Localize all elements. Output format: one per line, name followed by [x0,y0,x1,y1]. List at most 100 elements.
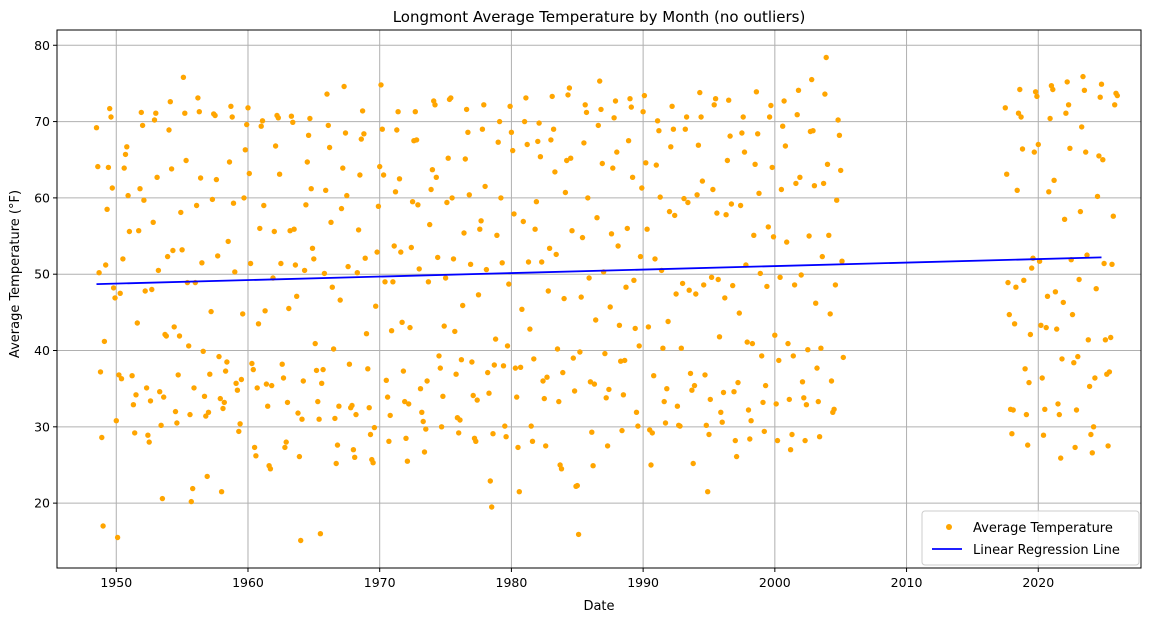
scatter-point [171,324,177,330]
scatter-point [1051,177,1057,183]
scatter-point [765,224,771,230]
scatter-point [467,261,474,267]
scatter-point [579,234,586,241]
scatter-point [641,92,648,99]
scatter-point [298,537,304,544]
scatter-point [716,334,723,340]
scatter-point [460,302,466,309]
scatter-point [394,127,400,133]
scatter-point [749,340,756,347]
scatter-point [801,395,807,401]
scatter-point [786,396,792,403]
scatter-point [832,282,839,288]
scatter-point [595,122,601,129]
scatter-point [470,392,476,399]
scatter-point [319,380,325,386]
scatter-point [665,318,671,325]
scatter-point [1025,442,1031,448]
scatter-point [1061,216,1068,222]
scatter-point [705,489,711,495]
scatter-point [342,130,349,136]
scatter-point [1006,311,1012,318]
scatter-point [449,195,455,201]
scatter-point [492,336,499,342]
regression-line [96,256,1102,285]
scatter-point [520,218,526,225]
scatter-point [586,275,592,281]
scatter-point [175,372,181,378]
x-tick-label: 2020 [1022,575,1054,590]
scatter-point [498,195,504,201]
scatter-point [427,221,433,228]
scatter-point [465,129,471,135]
scatter-point [110,285,117,291]
scatter-point [778,186,785,193]
scatter-point [267,466,274,472]
scatter-point [759,353,765,359]
scatter-point [259,118,266,124]
scatter-point [740,114,746,120]
scatter-point [233,380,239,386]
scatter-point [448,95,454,101]
scatter-point [593,317,599,323]
scatter-point [346,361,353,367]
scatter-point [834,197,840,203]
scatter-point [739,130,745,136]
scatter-point [334,442,341,448]
scatter-point [275,115,281,121]
scatter-point [627,96,633,102]
scatter-point [193,202,200,209]
scatter-point [795,87,802,94]
scatter-point [760,399,766,406]
scatter-point [710,186,716,193]
scatter-point [662,420,669,426]
scatter-point [1060,299,1067,306]
scatter-point [736,310,742,316]
regression-line-layer [96,256,1102,285]
scatter-point [457,417,463,423]
y-tick-label: 60 [34,190,50,205]
scatter-point [635,423,641,429]
scatter-point [325,122,331,129]
scatter-point [406,401,412,407]
scatter-point [695,142,702,148]
scatter-point [1050,86,1056,93]
scatter-point [321,270,328,277]
scatter-point [714,210,720,216]
scatter-point [1039,375,1045,381]
scatter-point [396,176,403,182]
scatter-point [670,126,677,132]
scatter-point [479,126,486,132]
scatter-point [723,212,729,218]
scatter-point [99,434,105,441]
scatter-point [378,82,384,88]
scatter-point [230,200,237,206]
scatter-point [204,473,210,480]
scatter-point [461,230,467,236]
scatter-point [791,282,798,288]
y-axis-label: Average Temperature (°F) [8,190,23,358]
scatter-point [312,340,318,347]
scatter-point [652,256,658,262]
scatter-point [653,162,659,168]
scatter-point [237,421,243,427]
scatter-point [633,409,640,415]
scatter-point [1114,92,1121,99]
scatter-points [93,54,1121,544]
scatter-point [544,374,550,380]
scatter-point [599,160,605,167]
scatter-point [822,91,828,97]
chart-title: Longmont Average Temperature by Month (n… [393,8,806,26]
scatter-point [291,226,297,232]
scatter-point [134,320,140,326]
scatter-point [639,185,645,191]
scatter-point [208,308,214,315]
scatter-point [1112,102,1118,108]
scatter-point [815,398,821,405]
scatter-point [296,453,303,460]
scatter-point [536,120,542,126]
scatter-point [719,419,725,425]
scatter-point [811,183,818,189]
scatter-point [517,364,524,370]
scatter-point [340,165,346,171]
